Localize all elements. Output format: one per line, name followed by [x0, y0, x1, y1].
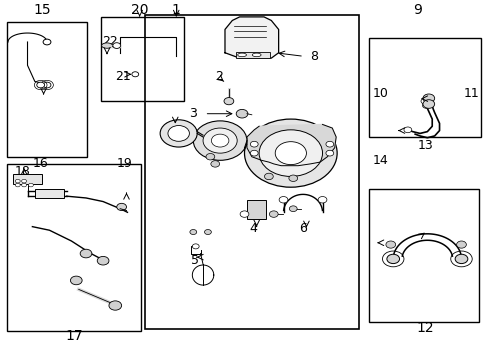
Circle shape	[37, 82, 44, 88]
Circle shape	[325, 150, 333, 156]
Circle shape	[193, 121, 246, 160]
Circle shape	[21, 179, 26, 183]
Text: 15: 15	[33, 3, 51, 17]
Text: 17: 17	[65, 329, 82, 343]
Bar	[144, 15, 358, 329]
Ellipse shape	[102, 43, 112, 48]
Circle shape	[15, 183, 20, 187]
Circle shape	[224, 98, 233, 105]
Circle shape	[454, 254, 467, 264]
Text: 4: 4	[249, 222, 257, 235]
Circle shape	[117, 203, 126, 211]
Ellipse shape	[237, 53, 246, 57]
Circle shape	[205, 153, 214, 160]
Circle shape	[250, 141, 258, 147]
Circle shape	[28, 183, 33, 187]
Text: 21: 21	[115, 69, 131, 82]
Circle shape	[386, 254, 399, 264]
Circle shape	[259, 130, 322, 176]
Bar	[7, 22, 87, 157]
Bar	[235, 52, 269, 58]
Text: 20: 20	[131, 3, 148, 17]
Bar	[368, 39, 480, 137]
Text: 19: 19	[117, 157, 133, 170]
Text: 18: 18	[14, 165, 30, 177]
Polygon shape	[246, 125, 335, 166]
Text: 22: 22	[102, 36, 118, 49]
Circle shape	[160, 120, 197, 147]
Circle shape	[167, 126, 189, 141]
Circle shape	[132, 72, 139, 77]
Bar	[246, 200, 266, 220]
Circle shape	[210, 161, 219, 167]
Ellipse shape	[252, 53, 261, 57]
Circle shape	[422, 100, 434, 108]
Circle shape	[420, 98, 428, 104]
Circle shape	[289, 206, 297, 212]
Circle shape	[385, 241, 395, 248]
Circle shape	[325, 141, 333, 147]
Circle shape	[422, 103, 429, 108]
Circle shape	[275, 142, 306, 165]
Circle shape	[204, 230, 211, 234]
Text: 13: 13	[417, 139, 432, 153]
Circle shape	[192, 244, 199, 249]
Bar	[368, 189, 478, 321]
Text: 11: 11	[463, 87, 479, 100]
Text: 12: 12	[415, 321, 433, 335]
Circle shape	[43, 82, 51, 88]
Text: 2: 2	[215, 69, 223, 82]
Circle shape	[80, 249, 92, 258]
Text: 14: 14	[371, 154, 387, 167]
Text: 3: 3	[189, 107, 197, 120]
Circle shape	[211, 134, 228, 147]
Text: 1: 1	[171, 3, 180, 17]
Circle shape	[240, 211, 248, 217]
Circle shape	[43, 39, 51, 45]
Text: 8: 8	[309, 50, 317, 63]
Text: 7: 7	[164, 122, 173, 135]
Circle shape	[21, 183, 26, 187]
Circle shape	[203, 128, 237, 153]
Circle shape	[70, 276, 82, 285]
Text: 5: 5	[190, 254, 199, 267]
Circle shape	[244, 119, 336, 187]
Circle shape	[403, 127, 411, 133]
Circle shape	[264, 173, 273, 180]
Circle shape	[15, 179, 20, 183]
Circle shape	[318, 197, 326, 203]
Bar	[101, 17, 183, 101]
Polygon shape	[224, 17, 278, 58]
Text: 16: 16	[33, 157, 48, 170]
Circle shape	[250, 150, 258, 156]
Circle shape	[109, 301, 122, 310]
Circle shape	[97, 256, 109, 265]
Bar	[7, 164, 141, 330]
Circle shape	[456, 241, 466, 248]
Text: 6: 6	[299, 222, 306, 235]
Circle shape	[236, 109, 247, 118]
Text: 9: 9	[412, 3, 421, 17]
Circle shape	[279, 197, 287, 203]
Circle shape	[422, 94, 434, 103]
Bar	[13, 174, 42, 184]
Circle shape	[269, 211, 278, 217]
Circle shape	[288, 175, 297, 181]
Text: 10: 10	[371, 87, 387, 100]
Circle shape	[113, 43, 121, 49]
Circle shape	[189, 230, 196, 234]
Bar	[35, 189, 64, 198]
